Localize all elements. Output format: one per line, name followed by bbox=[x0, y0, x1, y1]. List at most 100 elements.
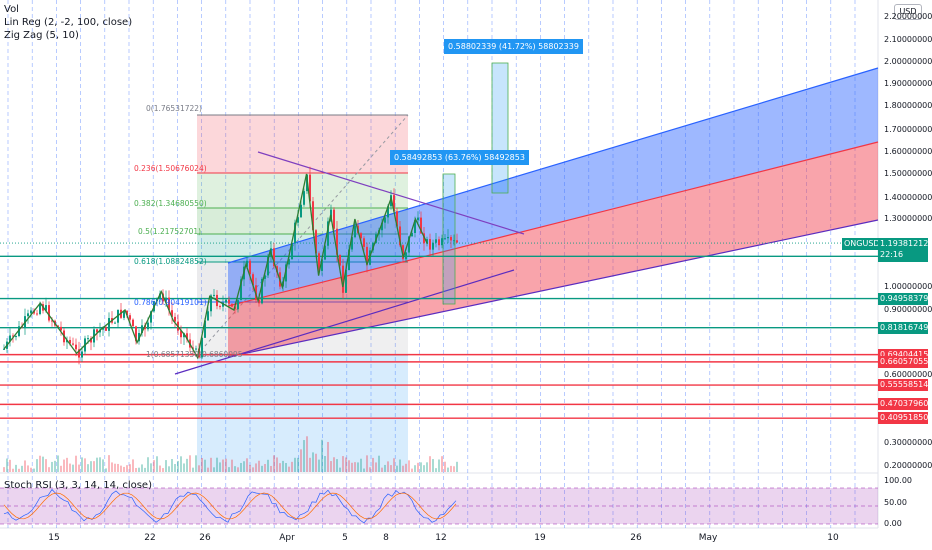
volume-bar bbox=[111, 462, 113, 472]
volume-bar bbox=[204, 459, 206, 472]
time-axis-label: 10 bbox=[827, 533, 839, 543]
candle-body bbox=[267, 256, 269, 276]
volume-bar bbox=[90, 461, 92, 472]
volume-bar bbox=[228, 467, 230, 472]
candle-body bbox=[381, 222, 383, 231]
volume-bar bbox=[276, 457, 278, 472]
volume-bar bbox=[390, 465, 392, 472]
candle-body bbox=[390, 195, 392, 207]
candle-body bbox=[231, 303, 233, 307]
volume-bar bbox=[84, 458, 86, 472]
volume-bar bbox=[162, 468, 164, 472]
candle-body bbox=[339, 254, 341, 266]
candle-body bbox=[15, 336, 17, 338]
candle-body bbox=[249, 260, 251, 275]
fib-zone bbox=[197, 115, 408, 173]
volume-bar bbox=[123, 466, 125, 472]
legend-zigzag[interactable]: Zig Zag (5, 10) bbox=[4, 30, 79, 41]
candle-body bbox=[72, 343, 74, 345]
volume-bar bbox=[129, 464, 131, 472]
linreg-bottom-line bbox=[227, 219, 879, 358]
candle-body bbox=[252, 274, 254, 286]
volume-bar bbox=[57, 455, 59, 472]
volume-bar bbox=[249, 464, 251, 472]
volume-bar bbox=[351, 462, 353, 472]
candle-body bbox=[186, 333, 188, 340]
fib-label-0382: 0.382(1.34680550) bbox=[134, 199, 207, 208]
volume-bar bbox=[201, 457, 203, 472]
candle-body bbox=[240, 279, 242, 301]
candle-body bbox=[18, 326, 20, 337]
volume-bar bbox=[108, 455, 110, 472]
volume-bar bbox=[444, 461, 446, 472]
volume-bar bbox=[72, 464, 74, 472]
candle-body bbox=[264, 275, 266, 279]
volume-bar bbox=[417, 462, 419, 472]
candle-body bbox=[312, 201, 314, 231]
volume-bar bbox=[297, 457, 299, 472]
time-axis-label: 26 bbox=[199, 533, 211, 543]
volume-bar bbox=[96, 457, 98, 472]
volume-bar bbox=[357, 462, 359, 472]
volume-bar bbox=[336, 459, 338, 472]
volume-bar bbox=[150, 463, 152, 472]
time-axis-label: 5 bbox=[342, 533, 348, 543]
legend-stoch-rsi[interactable]: Stoch RSI (3, 3, 14, 14, close) bbox=[4, 480, 152, 491]
volume-bar bbox=[312, 452, 314, 472]
fib-label-0: 0(1.76531722) bbox=[146, 104, 202, 113]
time-axis-label: 12 bbox=[435, 533, 447, 543]
volume-bar bbox=[435, 468, 437, 472]
volume-bar bbox=[411, 468, 413, 472]
volume-bar bbox=[225, 458, 227, 472]
volume-bar bbox=[339, 467, 341, 472]
fib-zone bbox=[197, 355, 408, 472]
volume-bar bbox=[222, 459, 224, 472]
candle-body bbox=[9, 335, 11, 342]
volume-bar bbox=[372, 457, 374, 472]
volume-bar bbox=[183, 463, 185, 472]
candle-body bbox=[12, 335, 14, 337]
candle-body bbox=[258, 299, 260, 304]
candle-body bbox=[30, 310, 32, 314]
volume-bar bbox=[420, 462, 422, 472]
candle-body bbox=[435, 239, 437, 243]
volume-bar bbox=[291, 461, 293, 472]
volume-bar bbox=[282, 460, 284, 472]
volume-bar bbox=[366, 455, 368, 472]
legend-linreg[interactable]: Lin Reg (2, -2, 100, close) bbox=[4, 17, 133, 28]
price-axis-label: 1.00000000 bbox=[884, 282, 932, 291]
candle-body bbox=[27, 313, 29, 317]
candle-body bbox=[447, 236, 449, 239]
linreg-lower-band bbox=[228, 142, 878, 357]
candle-body bbox=[57, 325, 59, 327]
candle-body bbox=[288, 259, 290, 265]
currency-button[interactable]: USD bbox=[894, 4, 922, 20]
volume-bar bbox=[105, 468, 107, 472]
price-axis-label: 0.60000000 bbox=[884, 370, 932, 379]
level-price-tag: 0.81816749 bbox=[878, 321, 929, 334]
volume-bar bbox=[99, 457, 101, 472]
main-pane bbox=[0, 0, 878, 472]
volume-bar bbox=[345, 457, 347, 472]
candle-body bbox=[414, 220, 416, 233]
volume-bar bbox=[270, 465, 272, 472]
candle-body bbox=[426, 239, 428, 244]
time-axis-label: Apr bbox=[279, 533, 295, 543]
volume-bar bbox=[354, 462, 356, 472]
volume-bar bbox=[261, 465, 263, 472]
legend-volume[interactable]: Vol bbox=[4, 4, 19, 15]
candle-body bbox=[354, 225, 356, 238]
candle-body bbox=[396, 211, 398, 227]
candle-body bbox=[273, 248, 275, 267]
volume-bar bbox=[432, 459, 434, 472]
candle-body bbox=[183, 333, 185, 338]
volume-bar bbox=[237, 467, 239, 472]
candle-body bbox=[393, 195, 395, 212]
candle-body bbox=[336, 228, 338, 255]
volume-bar bbox=[378, 455, 380, 472]
volume-bar bbox=[195, 455, 197, 472]
volume-bar bbox=[285, 462, 287, 472]
candle-body bbox=[402, 245, 404, 260]
volume-bar bbox=[330, 461, 332, 472]
